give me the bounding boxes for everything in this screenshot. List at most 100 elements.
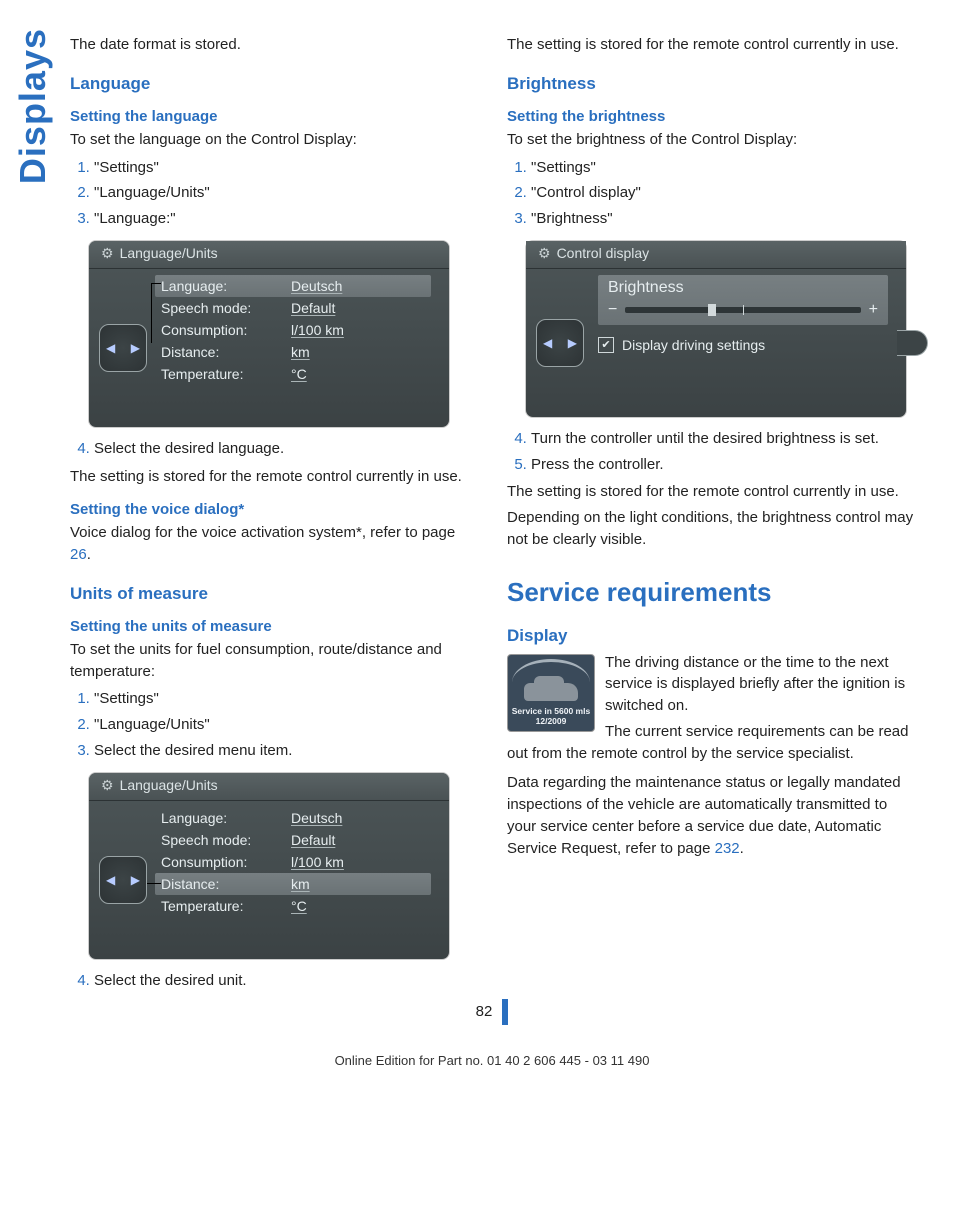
step-units-3: Select the desired menu item.: [94, 740, 477, 762]
row-value: Default: [291, 300, 381, 316]
screenshot3-title: Control display: [557, 245, 650, 261]
display-driving-settings-row: ✔ Display driving settings: [598, 333, 888, 353]
heading-service-requirements: Service requirements: [507, 577, 914, 608]
row-label: Temperature:: [161, 366, 291, 382]
display-paragraph-block: Service in 5600 mls 12/2009 The driving …: [507, 652, 914, 860]
row-label: Distance:: [161, 876, 291, 892]
steps-brightness-cont: Turn the controller until the desired br…: [507, 428, 914, 476]
plus-icon: +: [869, 301, 878, 319]
screenshot1-title: Language/Units: [120, 245, 218, 261]
text-bright-note: Depending on the light conditions, the b…: [507, 507, 914, 551]
steps-language: "Settings" "Language/Units" "Language:": [70, 157, 477, 230]
service-thumbnail: Service in 5600 mls 12/2009: [507, 654, 595, 732]
screenshot-control-display: ⚙ Control display ◀ ▶ Brightness −: [525, 240, 907, 418]
checkbox-checked-icon: ✔: [598, 337, 614, 353]
screenshot1-row-consumption: Consumption: l/100 km: [161, 319, 431, 341]
brightness-label: Brightness: [608, 279, 878, 297]
text-display-3: Data regarding the maintenance status or…: [507, 772, 914, 859]
car-icon: [524, 683, 578, 701]
footer-line: Online Edition for Part no. 01 40 2 606 …: [70, 1053, 914, 1068]
text-voice: Voice dialog for the voice activation sy…: [70, 522, 477, 566]
nav-pad-icon: ◀ ▶: [99, 856, 147, 904]
right-column: The setting is stored for the remote con…: [507, 30, 914, 997]
row-value: km: [291, 344, 381, 360]
arrow-left-icon: ◀: [543, 336, 552, 350]
step-lang-4: Select the desired language.: [94, 438, 477, 460]
steps-units-cont: Select the desired unit.: [70, 970, 477, 992]
nav-pad-icon: ◀ ▶: [536, 319, 584, 367]
text-bright-stored: The setting is stored for the remote con…: [507, 481, 914, 503]
brightness-control: Brightness − +: [598, 275, 888, 325]
text-set-units: To set the units for fuel consumption, r…: [70, 639, 477, 683]
screenshot3-titlebar: ⚙ Control display: [526, 241, 906, 269]
left-column: The date format is stored. Language Sett…: [70, 30, 477, 997]
text-display-3b: .: [740, 840, 744, 857]
row-label: Speech mode:: [161, 300, 291, 316]
row-label: Temperature:: [161, 898, 291, 914]
row-value: °C: [291, 898, 381, 914]
row-label: Language:: [161, 810, 291, 826]
text-voice-2: .: [87, 546, 91, 563]
service-thumb-line1: Service in 5600 mls: [512, 706, 590, 716]
page-number-block: 82: [70, 1003, 914, 1033]
row-value: Deutsch: [291, 278, 381, 294]
step-lang-1: "Settings": [94, 157, 477, 179]
step-bright-1: "Settings": [531, 157, 914, 179]
screenshot2-title: Language/Units: [120, 777, 218, 793]
arrow-right-icon: ▶: [131, 873, 140, 887]
pointer-line-icon: [151, 283, 161, 284]
heading-brightness: Brightness: [507, 74, 914, 94]
gear-icon: ⚙: [538, 245, 551, 262]
intro-date-format: The date format is stored.: [70, 34, 477, 56]
step-units-4: Select the desired unit.: [94, 970, 477, 992]
nav-pad-icon: ◀ ▶: [99, 324, 147, 372]
side-tab-displays: Displays: [12, 28, 54, 184]
screenshot-language-units-1: ⚙ Language/Units ◀ ▶ Language: Deutsch: [88, 240, 450, 428]
text-lang-stored: The setting is stored for the remote con…: [70, 466, 477, 488]
step-bright-5: Press the controller.: [531, 454, 914, 476]
row-label: Language:: [161, 278, 291, 294]
arrow-left-icon: ◀: [106, 341, 115, 355]
screenshot1-row-speech: Speech mode: Default: [161, 297, 431, 319]
two-column-layout: The date format is stored. Language Sett…: [70, 30, 914, 997]
minus-icon: −: [608, 301, 617, 319]
tick-icon: [743, 305, 744, 315]
steps-language-cont: Select the desired language.: [70, 438, 477, 460]
arrow-right-icon: ▶: [131, 341, 140, 355]
brightness-slider: − +: [608, 301, 878, 319]
gear-icon: ⚙: [101, 245, 114, 262]
text-voice-1: Voice dialog for the voice activation sy…: [70, 524, 455, 541]
page-number-bar-icon: [502, 999, 508, 1025]
heading-setting-units: Setting the units of measure: [70, 618, 477, 635]
heading-setting-brightness: Setting the brightness: [507, 108, 914, 125]
arrow-right-icon: ▶: [568, 336, 577, 350]
row-label: Consumption:: [161, 854, 291, 870]
heading-language: Language: [70, 74, 477, 94]
row-label: Speech mode:: [161, 832, 291, 848]
pointer-line-icon: [147, 883, 161, 884]
heading-display: Display: [507, 626, 914, 646]
step-units-2: "Language/Units": [94, 714, 477, 736]
heading-voice-dialog: Setting the voice dialog*: [70, 501, 477, 518]
row-value: km: [291, 876, 381, 892]
screenshot2-row-distance: Distance: km: [155, 873, 431, 895]
screenshot3-body: ◀ ▶ Brightness − +: [526, 269, 906, 417]
row-label: Distance:: [161, 344, 291, 360]
screenshot2-body: ◀ ▶ Language: Deutsch Speech mode: Defau…: [89, 801, 449, 959]
steps-units: "Settings" "Language/Units" Select the d…: [70, 688, 477, 761]
screenshot1-titlebar: ⚙ Language/Units: [89, 241, 449, 269]
link-page-232[interactable]: 232: [715, 840, 740, 857]
heading-setting-language: Setting the language: [70, 108, 477, 125]
screenshot1-body: ◀ ▶ Language: Deutsch Speech mode: Defau…: [89, 269, 449, 427]
row-value: l/100 km: [291, 322, 381, 338]
step-bright-2: "Control display": [531, 182, 914, 204]
step-bright-3: "Brightness": [531, 208, 914, 230]
service-thumb-line2: 12/2009: [536, 716, 567, 726]
brightness-cursor-icon: [708, 304, 716, 316]
pointer-line-icon: [151, 283, 152, 343]
gear-icon: ⚙: [101, 777, 114, 794]
arrow-left-icon: ◀: [106, 873, 115, 887]
link-page-26[interactable]: 26: [70, 546, 87, 563]
driving-settings-label: Display driving settings: [622, 337, 765, 353]
brightness-track: [625, 307, 860, 313]
